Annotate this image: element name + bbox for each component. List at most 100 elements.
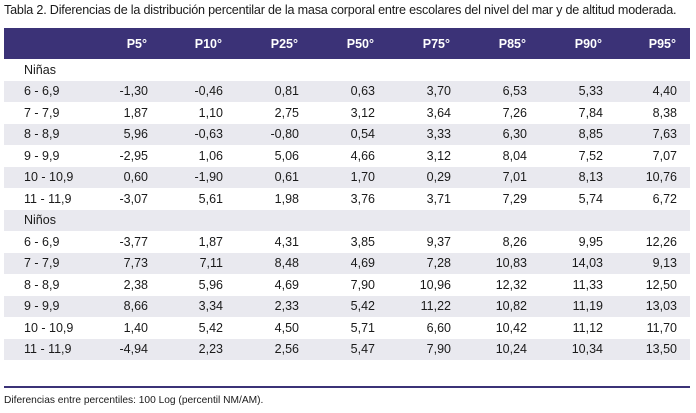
value-cell: 13,03 xyxy=(616,295,690,317)
header-cell-empty xyxy=(4,28,88,59)
value-cell: 5,06 xyxy=(236,145,312,167)
age-range-cell: 9 - 9,9 xyxy=(4,295,88,317)
value-text: 11,19 xyxy=(572,299,603,314)
value-cell: 5,74 xyxy=(540,188,616,210)
value-cell: -3,77 xyxy=(88,231,161,253)
table-row: 6 - 6,9 -1,30 -0,46 0,81 0,63 3,70 6,53 5,33 4,4… xyxy=(4,80,690,102)
value-text: 3,12 xyxy=(350,105,375,120)
value-cell: 10,34 xyxy=(540,338,616,360)
header-cell-2: P10° xyxy=(161,28,236,59)
value-text: 8,38 xyxy=(652,105,677,120)
value-text: 4,66 xyxy=(350,148,375,163)
value-cell: 4,66 xyxy=(312,145,388,167)
value-cell: 3,34 xyxy=(161,295,236,317)
age-range-cell: 8 - 8,9 xyxy=(4,123,88,145)
value-text: 5,06 xyxy=(274,148,299,163)
value-cell: 3,64 xyxy=(388,102,464,124)
value-cell: -0,46 xyxy=(161,80,236,102)
value-text: -1,90 xyxy=(194,170,224,185)
value-text: 14,03 xyxy=(571,256,603,271)
value-text: 10,83 xyxy=(495,256,527,271)
value-text: 3,76 xyxy=(350,191,375,206)
value-cell: 5,71 xyxy=(312,317,388,339)
value-cell: 1,70 xyxy=(312,166,388,188)
value-text: 8,66 xyxy=(123,299,148,314)
value-cell: 1,98 xyxy=(236,188,312,210)
value-text: 8,04 xyxy=(502,148,527,163)
value-cell: 12,50 xyxy=(616,274,690,296)
value-text: 5,96 xyxy=(123,127,148,142)
value-text: -0,63 xyxy=(194,127,224,142)
value-text: 5,71 xyxy=(350,320,375,335)
value-cell: -1,30 xyxy=(88,80,161,102)
value-text: 5,42 xyxy=(350,299,375,314)
value-text: 3,70 xyxy=(426,84,451,99)
value-cell: 4,69 xyxy=(236,274,312,296)
value-cell: 5,61 xyxy=(161,188,236,210)
value-text: 4,69 xyxy=(274,277,299,292)
value-text: 5,61 xyxy=(198,191,223,206)
age-range-cell: 11 - 11,9 xyxy=(24,191,72,206)
value-text: 0,60 xyxy=(123,170,148,185)
value-text: 13,50 xyxy=(645,342,677,357)
value-cell: -3,07 xyxy=(88,188,161,210)
value-text: 3,33 xyxy=(426,127,451,142)
age-range-cell: 7 - 7,9 xyxy=(24,105,60,120)
table-row: 8 - 8,9 5,96 -0,63 -0,80 0,54 3,33 6,30 8,85 7,6… xyxy=(4,123,690,145)
value-cell: 10,83 xyxy=(464,252,540,274)
value-text: 10,34 xyxy=(571,342,603,357)
value-cell: 13,50 xyxy=(616,338,690,360)
header-label: P5° xyxy=(126,36,147,51)
value-text: -4,94 xyxy=(119,342,149,357)
value-text: 7,73 xyxy=(123,256,148,271)
value-cell: 4,31 xyxy=(236,231,312,253)
table-row: 10 - 10,9 0,60 -1,90 0,61 1,70 0,29 7,01 8,13 10… xyxy=(4,166,690,188)
value-cell: -4,94 xyxy=(88,338,161,360)
value-cell: 1,10 xyxy=(161,102,236,124)
value-text: 8,48 xyxy=(274,256,299,271)
value-text: 7,52 xyxy=(578,148,603,163)
value-text: 7,11 xyxy=(199,256,223,271)
value-cell: -0,63 xyxy=(161,123,236,145)
value-text: -0,80 xyxy=(270,127,300,142)
value-cell: 8,04 xyxy=(464,145,540,167)
table-caption: Tabla 2. Diferencias de la distribución … xyxy=(4,3,677,17)
value-cell: 0,54 xyxy=(312,123,388,145)
value-text: 0,61 xyxy=(274,170,299,185)
header-cell-4: P50° xyxy=(312,28,388,59)
age-range-cell: 6 - 6,9 xyxy=(4,80,88,102)
value-text: 7,63 xyxy=(652,127,677,142)
value-text: 12,50 xyxy=(645,277,677,292)
value-cell: 3,12 xyxy=(388,145,464,167)
header-cell-1: P5° xyxy=(88,28,161,59)
header-cell-8: P95° xyxy=(616,28,690,59)
value-cell: 7,29 xyxy=(464,188,540,210)
value-text: 11,33 xyxy=(572,277,603,292)
age-range-cell: 10 - 10,9 xyxy=(4,166,88,188)
value-cell: 3,33 xyxy=(388,123,464,145)
value-cell: 11,12 xyxy=(540,317,616,339)
table-row: 6 - 6,9 -3,77 1,87 4,31 3,85 9,37 8,26 9,95 12,2… xyxy=(4,231,690,253)
value-cell: 1,40 xyxy=(88,317,161,339)
value-cell: 8,85 xyxy=(540,123,616,145)
value-text: -2,95 xyxy=(119,148,149,163)
value-cell: 7,52 xyxy=(540,145,616,167)
table-row: 11 - 11,9 -3,07 5,61 1,98 3,76 3,71 7,29 5,74 6,… xyxy=(4,188,690,210)
header-label: P95° xyxy=(648,36,676,51)
value-cell: 2,56 xyxy=(236,338,312,360)
header-label xyxy=(74,37,88,51)
table-row: 7 - 7,9 7,73 7,11 8,48 4,69 7,28 10,83 14,03 9,1… xyxy=(4,252,690,274)
table-row: 10 - 10,9 1,40 5,42 4,50 5,71 6,60 10,42 11,12 1… xyxy=(4,317,690,339)
value-text: 1,87 xyxy=(123,105,148,120)
value-cell: 0,29 xyxy=(388,166,464,188)
value-cell: 12,32 xyxy=(464,274,540,296)
age-range-cell: 7 - 7,9 xyxy=(4,252,88,274)
value-cell: 9,13 xyxy=(616,252,690,274)
value-cell: -2,95 xyxy=(88,145,161,167)
value-text: 2,33 xyxy=(274,299,299,314)
value-text: 9,37 xyxy=(426,234,451,249)
value-cell: 9,95 xyxy=(540,231,616,253)
group-row: Niñas xyxy=(4,59,690,81)
value-text: 4,69 xyxy=(350,256,375,271)
value-cell: 3,70 xyxy=(388,80,464,102)
